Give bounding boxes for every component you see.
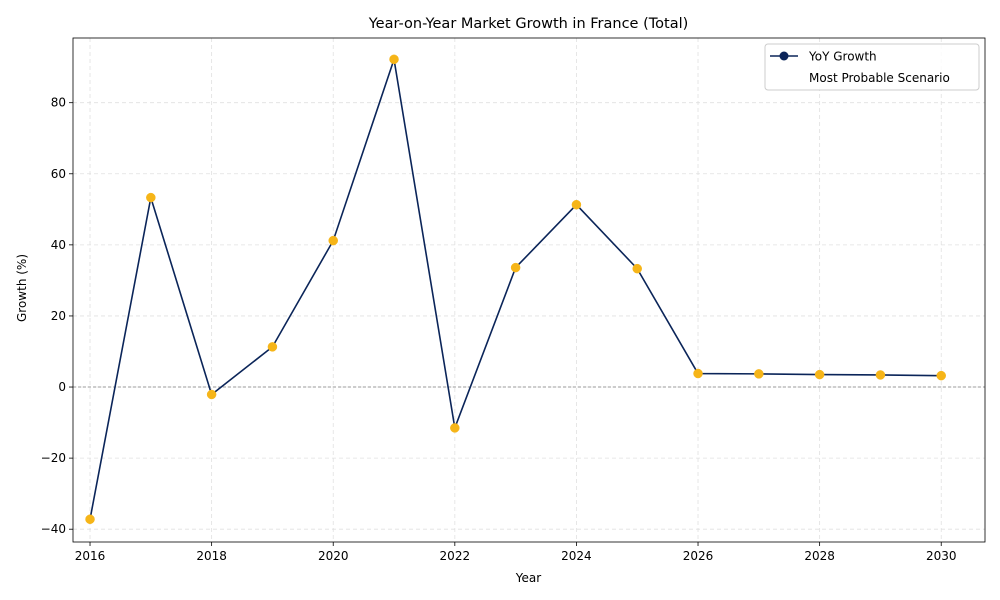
data-point	[754, 369, 764, 379]
y-tick-label: 60	[51, 167, 66, 181]
y-axis-ticks: −40 −20 0 20 40 60 80	[41, 96, 73, 536]
x-tick-label: 2020	[318, 549, 349, 563]
legend-box	[764, 43, 980, 91]
y-tick-label: 0	[58, 380, 66, 394]
series-line-yoy-growth	[89, 59, 942, 520]
data-point	[814, 369, 825, 380]
data-point	[267, 342, 278, 352]
x-tick-label: 2028	[804, 549, 835, 563]
legend-label-yoy-growth: YoY Growth	[808, 50, 877, 64]
chart-title: Year-on-Year Market Growth in France (To…	[368, 16, 689, 32]
x-tick-label: 2024	[561, 549, 592, 563]
x-tick-label: 2026	[683, 549, 714, 563]
y-axis-label: Growth (%)	[15, 254, 29, 322]
x-axis-ticks: 2016 2018 2020 2022 2024 2026 2028 2030	[75, 542, 957, 563]
y-tick-label: 40	[51, 238, 66, 252]
y-tick-label: 80	[51, 96, 66, 110]
x-tick-label: 2030	[926, 549, 957, 563]
legend-label-scenario: Most Probable Scenario	[809, 71, 950, 85]
data-point	[693, 368, 703, 379]
x-tick-label: 2016	[75, 549, 106, 563]
data-points	[85, 54, 946, 525]
data-point	[328, 235, 338, 246]
legend: YoY Growth Most Probable Scenario	[764, 43, 980, 91]
data-point	[875, 370, 886, 380]
x-axis-label: Year	[515, 571, 541, 585]
y-tick-label: −20	[41, 451, 66, 465]
x-tick-label: 2022	[440, 549, 471, 563]
data-point	[389, 54, 399, 65]
data-point	[632, 263, 642, 274]
axes-frame	[72, 37, 986, 543]
y-tick-label: −40	[41, 522, 66, 536]
grid	[73, 38, 985, 542]
data-point	[510, 262, 521, 273]
data-point	[450, 423, 460, 433]
y-tick-label: 20	[51, 309, 66, 323]
x-tick-label: 2018	[196, 549, 227, 563]
data-point	[936, 370, 946, 381]
plot-area	[85, 54, 946, 525]
data-point	[571, 199, 582, 210]
data-point	[206, 389, 217, 400]
data-point	[146, 192, 156, 203]
data-point	[85, 514, 95, 525]
legend-marker-swatch	[779, 51, 789, 61]
